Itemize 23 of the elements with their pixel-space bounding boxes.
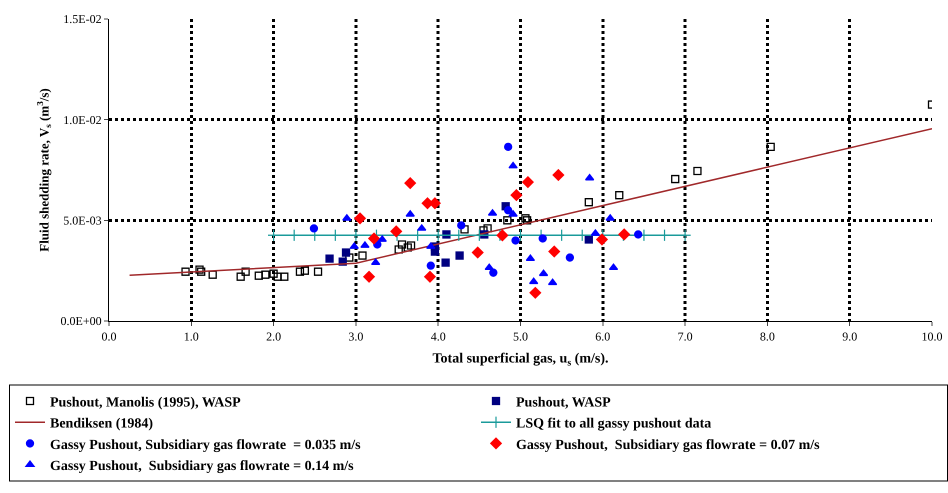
y-tick-label: 5.0E-03 bbox=[63, 214, 102, 228]
legend-label: Bendiksen (1984) bbox=[50, 416, 154, 432]
x-tick-label: 7.0 bbox=[678, 329, 693, 344]
legend-label: Pushout, WASP bbox=[516, 395, 612, 410]
x-tick-label: 10.0 bbox=[922, 329, 942, 344]
x-tick-label: 8.0 bbox=[760, 329, 775, 344]
x-tick-label: 3.0 bbox=[348, 329, 364, 344]
x-tick-label: 9.0 bbox=[842, 329, 858, 344]
x-tick-label: 0.0 bbox=[102, 329, 116, 344]
x-axis-title: Total superficial gas, u$_{s}$ (m/s). bbox=[432, 352, 608, 369]
y-tick-label: 1.5E-02 bbox=[63, 12, 102, 26]
legend-label: Pushout, Manolis (1995), WASP bbox=[50, 395, 242, 410]
x-tick-label: 4.0 bbox=[430, 329, 446, 344]
legend-label: Gassy Pushout, Subsidiary gas flowrate = 0.07 m/s bbox=[516, 438, 820, 453]
legend-label: Gassy Pushout, Subsidiary gas flowrate = 0.14 m/s bbox=[50, 459, 354, 474]
legend-label: Gassy Pushout, Subsidiary gas flowrate = 0.035 m/s bbox=[50, 438, 362, 453]
y-tick-label: 1.0E-02 bbox=[63, 112, 102, 127]
legend-label: LSQ fit to all gassy pushout data bbox=[516, 416, 712, 432]
x-tick-label: 1.0 bbox=[184, 329, 199, 344]
x-tick-label: 5.0 bbox=[513, 329, 528, 344]
x-tick-label: 6.0 bbox=[595, 329, 610, 344]
y-tick-label: 0.0E+00 bbox=[60, 314, 102, 328]
x-tick-label: 2.0 bbox=[266, 329, 282, 344]
